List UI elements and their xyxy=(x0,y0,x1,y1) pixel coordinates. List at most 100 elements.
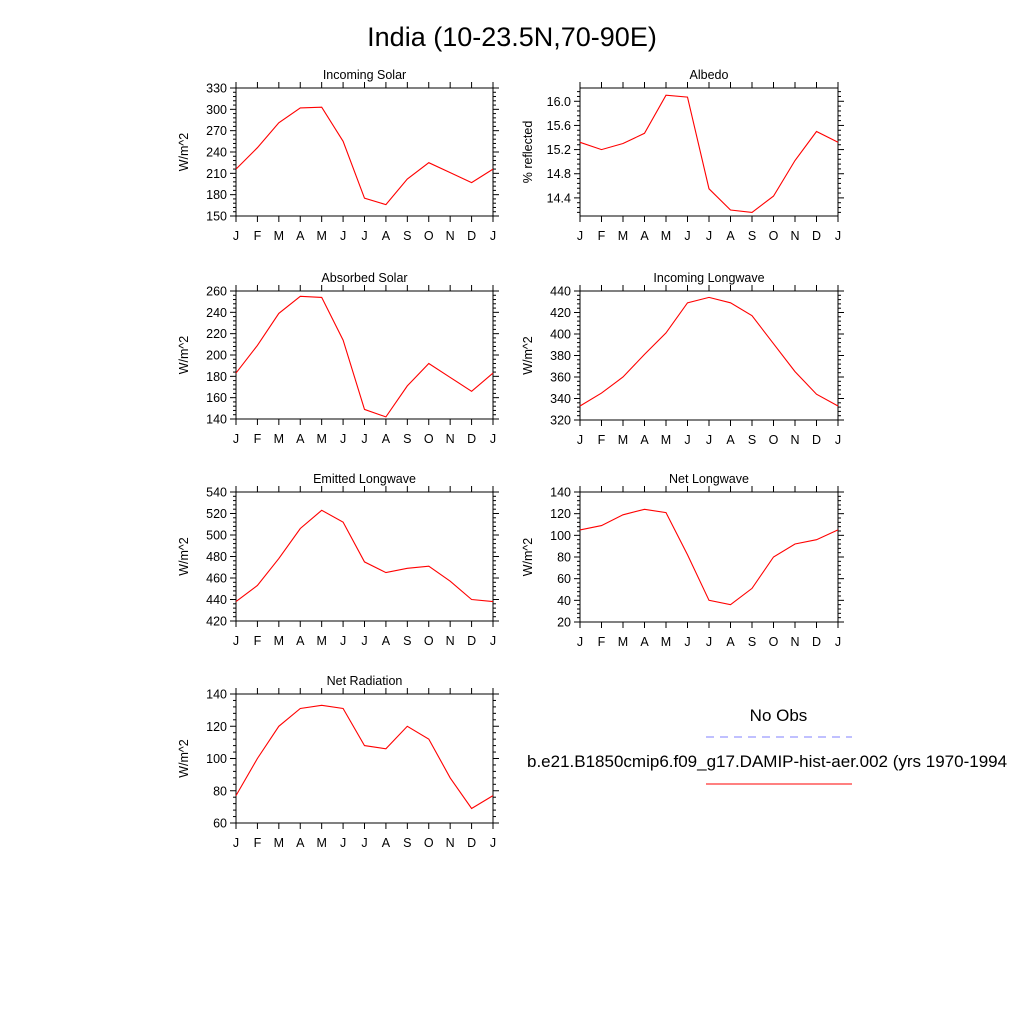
x-tick-label: M xyxy=(274,836,284,850)
x-tick-label: F xyxy=(598,635,606,649)
y-tick-label: 440 xyxy=(206,593,227,607)
y-tick-label: 80 xyxy=(557,551,571,565)
x-tick-label: M xyxy=(661,433,671,447)
x-tick-label: M xyxy=(316,229,326,243)
series-line xyxy=(235,509,494,603)
x-tick-label: A xyxy=(382,432,391,446)
chart-panel-4: Incoming Longwave W/m^2 320 340 360 380 400 420… xyxy=(521,271,844,447)
panel-title: Incoming Longwave xyxy=(653,271,764,285)
chart-panel-3: Absorbed Solar W/m^2 140 160 180 200 220 240 260… xyxy=(177,271,499,446)
y-tick-label: 16.0 xyxy=(547,95,571,109)
x-tick-label: J xyxy=(361,836,367,850)
chart-panel-5: Emitted Longwave W/m^2 420 440 460 480 500 520 5… xyxy=(177,472,499,648)
y-tick-label: 460 xyxy=(206,572,227,586)
x-tick-label: J xyxy=(835,635,841,649)
x-tick-label: J xyxy=(233,634,239,648)
chart-panel-1: Incoming Solar W/m^2 150 180 210 240 270 300 330… xyxy=(177,68,499,243)
y-axis-label: W/m^2 xyxy=(177,739,191,778)
x-tick-label: A xyxy=(640,229,649,243)
y-tick-label: 100 xyxy=(550,529,571,543)
y-tick-label: 320 xyxy=(550,414,571,428)
x-tick-label: J xyxy=(490,634,496,648)
x-tick-label: F xyxy=(254,836,262,850)
x-tick-label: A xyxy=(726,229,735,243)
x-tick-label: M xyxy=(274,634,284,648)
x-tick-label: D xyxy=(467,229,476,243)
x-tick-label: N xyxy=(790,433,799,447)
y-axis-label: W/m^2 xyxy=(521,538,535,577)
y-tick-label: 240 xyxy=(206,306,227,320)
x-tick-label: F xyxy=(254,229,262,243)
x-tick-label: J xyxy=(233,229,239,243)
y-tick-label: 500 xyxy=(206,529,227,543)
y-tick-label: 380 xyxy=(550,349,571,363)
panel-title: Absorbed Solar xyxy=(321,271,407,285)
y-tick-label: 150 xyxy=(206,210,227,224)
y-tick-label: 520 xyxy=(206,507,227,521)
x-tick-label: D xyxy=(812,433,821,447)
x-tick-label: S xyxy=(748,433,756,447)
x-tick-label: J xyxy=(233,836,239,850)
x-tick-label: S xyxy=(403,229,411,243)
x-tick-label: J xyxy=(361,229,367,243)
y-tick-label: 160 xyxy=(206,391,227,405)
x-tick-label: M xyxy=(274,229,284,243)
x-tick-label: M xyxy=(316,634,326,648)
x-tick-label: J xyxy=(706,433,712,447)
x-tick-label: N xyxy=(790,635,799,649)
y-tick-label: 140 xyxy=(206,688,227,702)
x-tick-label: A xyxy=(640,433,649,447)
y-tick-label: 540 xyxy=(206,486,227,500)
y-tick-label: 60 xyxy=(213,817,227,831)
x-tick-label: J xyxy=(577,229,583,243)
y-axis-label: W/m^2 xyxy=(177,336,191,375)
x-tick-label: M xyxy=(618,433,628,447)
y-tick-label: 210 xyxy=(206,167,227,181)
y-tick-label: 40 xyxy=(557,594,571,608)
y-tick-label: 120 xyxy=(206,720,227,734)
x-tick-label: S xyxy=(403,836,411,850)
y-tick-label: 100 xyxy=(206,752,227,766)
x-tick-label: D xyxy=(467,836,476,850)
x-tick-label: F xyxy=(254,432,262,446)
x-tick-label: J xyxy=(684,635,690,649)
y-axis-label: W/m^2 xyxy=(177,537,191,576)
y-tick-label: 14.8 xyxy=(547,167,571,181)
x-tick-label: D xyxy=(812,635,821,649)
y-tick-label: 480 xyxy=(206,550,227,564)
y-tick-label: 120 xyxy=(550,507,571,521)
y-tick-label: 420 xyxy=(206,615,227,629)
y-tick-label: 400 xyxy=(550,328,571,342)
x-tick-label: N xyxy=(790,229,799,243)
x-tick-label: J xyxy=(835,229,841,243)
series-line xyxy=(235,295,494,418)
x-tick-label: D xyxy=(467,634,476,648)
x-tick-label: J xyxy=(490,432,496,446)
y-tick-label: 240 xyxy=(206,146,227,160)
x-tick-label: J xyxy=(340,432,346,446)
y-tick-label: 60 xyxy=(557,572,571,586)
x-tick-label: D xyxy=(812,229,821,243)
panel-title: Albedo xyxy=(690,68,729,82)
y-tick-label: 330 xyxy=(206,82,227,96)
x-tick-label: N xyxy=(446,836,455,850)
y-tick-label: 180 xyxy=(206,370,227,384)
y-tick-label: 260 xyxy=(206,285,227,299)
x-tick-label: M xyxy=(618,229,628,243)
x-tick-label: J xyxy=(340,836,346,850)
x-tick-label: J xyxy=(577,635,583,649)
x-tick-label: M xyxy=(316,432,326,446)
x-tick-label: J xyxy=(340,634,346,648)
x-tick-label: A xyxy=(296,432,305,446)
y-tick-label: 140 xyxy=(550,486,571,500)
x-tick-label: M xyxy=(661,229,671,243)
y-tick-label: 420 xyxy=(550,306,571,320)
x-tick-label: F xyxy=(598,229,606,243)
x-tick-label: A xyxy=(296,634,305,648)
x-tick-label: A xyxy=(640,635,649,649)
x-tick-label: J xyxy=(684,433,690,447)
y-tick-label: 20 xyxy=(557,616,571,630)
panel-title: Net Longwave xyxy=(669,472,749,486)
